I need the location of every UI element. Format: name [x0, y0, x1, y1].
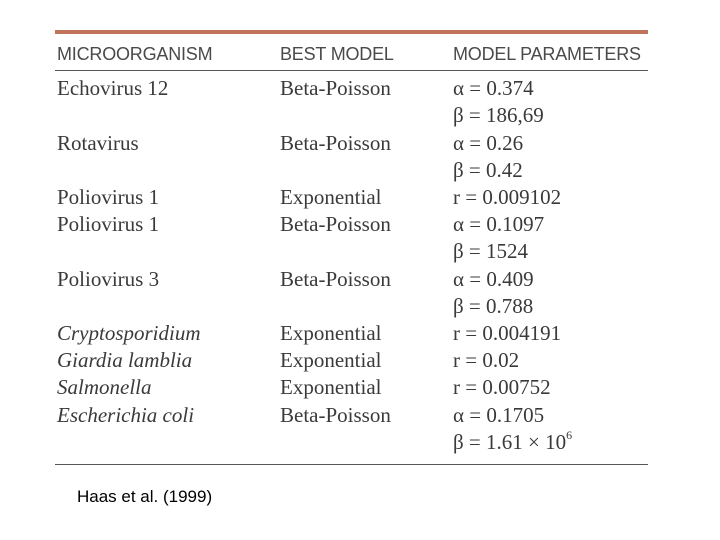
cell-model-parameter: α = 0.1097 [453, 211, 544, 239]
table-row: β = 1524 [55, 238, 648, 266]
cell-microorganism: Salmonella [57, 375, 152, 399]
cell-microorganism: Echovirus 12 [57, 76, 169, 100]
cell-model-parameter: β = 186,69 [453, 102, 544, 130]
table-header: MICROORGANISM BEST MODEL MODEL PARAMETER… [55, 34, 648, 70]
cell-model-parameter-text: β = 186,69 [453, 103, 544, 127]
exponent: 6 [566, 428, 573, 442]
cell-best-model: Beta-Poisson [280, 267, 391, 291]
dose-response-table: MICROORGANISM BEST MODEL MODEL PARAMETER… [55, 30, 648, 454]
cell-model-parameter-text: α = 0.26 [453, 131, 524, 155]
top-rule [55, 30, 648, 34]
header-rule [55, 70, 648, 71]
cell-model-parameter-text: β = 1524 [453, 239, 529, 263]
cell-model-parameter: α = 0.1705 [453, 402, 544, 430]
cell-model-parameter-text: α = 0.374 [453, 76, 534, 100]
table-row: Cryptosporidium Exponential r = 0.004191 [55, 320, 648, 348]
cell-microorganism: Cryptosporidium [57, 321, 201, 345]
cell-microorganism: Poliovirus 1 [57, 212, 160, 236]
table-row: β = 1.61 × 106 [55, 429, 648, 457]
cell-model-parameter: β = 1524 [453, 238, 528, 266]
cell-model-parameter-text: r = 0.009102 [453, 185, 562, 209]
cell-microorganism: Rotavirus [57, 131, 139, 155]
table-row: Giardia lamblia Exponential r = 0.02 [55, 347, 648, 375]
cell-microorganism: Poliovirus 1 [57, 185, 160, 209]
cell-model-parameter-text: r = 0.004191 [453, 321, 562, 345]
table-row: Echovirus 12 Beta-Poisson α = 0.374 [55, 75, 648, 103]
cell-model-parameter: α = 0.374 [453, 75, 534, 103]
table-row: Poliovirus 1 Exponential r = 0.009102 [55, 184, 648, 212]
cell-model-parameter: β = 1.61 × 106 [453, 429, 572, 457]
cell-model-parameter-text: r = 0.02 [453, 348, 520, 372]
cell-best-model: Beta-Poisson [280, 76, 391, 100]
cell-model-parameter-text: α = 0.1705 [453, 403, 545, 427]
table-row: Poliovirus 3 Beta-Poisson α = 0.409 [55, 266, 648, 294]
cell-model-parameter: r = 0.004191 [453, 320, 561, 348]
table-row: Salmonella Exponential r = 0.00752 [55, 374, 648, 402]
cell-model-parameter-text: β = 0.788 [453, 294, 534, 318]
cell-model-parameter: r = 0.00752 [453, 374, 551, 402]
cell-microorganism: Poliovirus 3 [57, 267, 160, 291]
cell-model-parameter: α = 0.409 [453, 266, 534, 294]
cell-best-model: Exponential [280, 321, 382, 345]
cell-model-parameter: r = 0.02 [453, 347, 519, 375]
header-best-model: BEST MODEL [280, 44, 394, 64]
table-row: Poliovirus 1 Beta-Poisson α = 0.1097 [55, 211, 648, 239]
cell-best-model: Beta-Poisson [280, 131, 391, 155]
cell-best-model: Exponential [280, 348, 382, 372]
table-row: β = 0.788 [55, 293, 648, 321]
cell-model-parameter-text: β = 0.42 [453, 158, 523, 182]
cell-model-parameter-text: β = 1.61 × 10 [453, 430, 567, 454]
citation: Haas et al. (1999) [77, 487, 213, 506]
cell-model-parameter: r = 0.009102 [453, 184, 561, 212]
table-row: β = 0.42 [55, 157, 648, 185]
cell-model-parameter-text: α = 0.1097 [453, 212, 545, 236]
table-row: β = 186,69 [55, 102, 648, 130]
cell-model-parameter-text: r = 0.00752 [453, 375, 551, 399]
cell-model-parameter: β = 0.42 [453, 157, 523, 185]
cell-model-parameter-text: α = 0.409 [453, 267, 534, 291]
table-row: Escherichia coli Beta-Poisson α = 0.1705 [55, 402, 648, 430]
cell-best-model: Exponential [280, 185, 382, 209]
cell-best-model: Beta-Poisson [280, 212, 391, 236]
header-microorganism: MICROORGANISM [57, 44, 213, 64]
table-row: Rotavirus Beta-Poisson α = 0.26 [55, 130, 648, 158]
cell-best-model: Exponential [280, 375, 382, 399]
cell-best-model: Beta-Poisson [280, 403, 391, 427]
cell-microorganism: Giardia lamblia [57, 348, 193, 372]
cell-microorganism: Escherichia coli [57, 403, 195, 427]
cell-model-parameter: β = 0.788 [453, 293, 533, 321]
cell-model-parameter: α = 0.26 [453, 130, 523, 158]
bottom-rule [55, 464, 648, 465]
header-model-parameters: MODEL PARAMETERS [453, 44, 641, 64]
